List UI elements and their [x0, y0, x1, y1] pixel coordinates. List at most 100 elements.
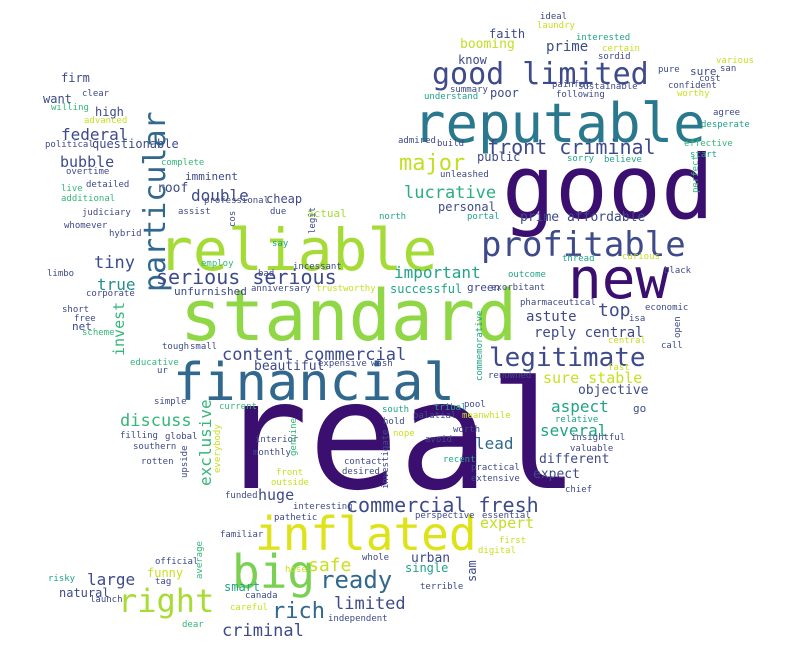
word-prime-affordable: prime affordable: [520, 210, 645, 225]
word-important: important: [394, 263, 481, 282]
word-advanced: advanced: [84, 116, 127, 126]
word-pure: pure: [658, 65, 680, 75]
word-fast: fast: [608, 363, 630, 373]
word-reliable: reliable: [158, 216, 437, 284]
word-ideal: ideal: [540, 12, 567, 22]
word-average: average: [195, 541, 205, 579]
word-urban: urban: [411, 551, 450, 566]
word-assist: assist: [178, 207, 211, 217]
word-palatial: palatial: [413, 411, 456, 421]
word-complete: complete: [161, 158, 204, 168]
word-good: good: [502, 136, 714, 239]
word-know: know: [458, 53, 488, 67]
word-say: say: [272, 239, 289, 249]
word-everybody: everybody: [213, 424, 223, 473]
word-isa: isa: [629, 314, 645, 324]
word-roof: roof: [157, 181, 188, 196]
word-additional: additional: [61, 194, 115, 204]
word-digital: digital: [478, 546, 516, 556]
word-several: several: [540, 421, 607, 440]
word-desperate: desperate: [701, 120, 750, 130]
word-detailed: detailed: [86, 180, 129, 190]
word-live: live: [61, 184, 83, 194]
word-pharmaceutical: pharmaceutical: [520, 298, 596, 308]
word-familiar: familiar: [220, 530, 264, 540]
word-valuable: valuable: [570, 444, 613, 454]
word-exorbitant: exorbitant: [491, 283, 545, 293]
word-content-commercial: content commercial: [222, 345, 406, 365]
word-corporate: corporate: [86, 289, 135, 299]
word-economic: economic: [645, 303, 688, 313]
word-top: top: [598, 300, 631, 321]
word-employ: employ: [201, 259, 234, 269]
word-front: front: [276, 468, 303, 478]
word-imminent: imminent: [185, 170, 238, 183]
word-chief: chief: [565, 485, 592, 495]
word-admired: admired: [398, 136, 436, 146]
word-sordid: sordid: [598, 52, 631, 62]
word-outcome: outcome: [508, 270, 546, 280]
word-trustworthy: trustworthy: [316, 284, 376, 294]
word-interior: interior: [255, 435, 299, 445]
word-new: new: [568, 247, 669, 312]
word-black: black: [664, 266, 692, 276]
word-hose: hose: [285, 565, 307, 575]
word-discuss: discuss: [120, 411, 192, 431]
word-green: green: [467, 281, 500, 294]
word-worth: worth: [453, 425, 480, 435]
word-financial: financial: [173, 353, 455, 413]
word-huge: huge: [258, 486, 294, 504]
word-renowned: renowned: [488, 371, 531, 381]
word-go: go: [633, 402, 646, 415]
word-overtime: overtime: [66, 167, 109, 177]
word-whomever: whomever: [64, 221, 108, 231]
word-recent: recent: [443, 455, 476, 465]
word-rich: rich: [272, 599, 325, 624]
word-first: first: [499, 536, 526, 546]
word-nope: nope: [393, 429, 415, 439]
word-independent: independent: [328, 614, 388, 624]
word-legitimate: legitimate: [489, 343, 646, 373]
word-judiciary: judiciary: [82, 208, 131, 218]
word-short: short: [62, 305, 89, 315]
word-north: north: [379, 212, 406, 222]
word-outside: outside: [271, 478, 309, 488]
word-central: central: [608, 336, 646, 346]
word-expensive: expensive: [318, 359, 367, 369]
word-professional: professional: [204, 196, 269, 206]
word-free: free: [74, 314, 96, 324]
word-due: due: [270, 207, 286, 217]
word-rotten: rotten: [141, 457, 174, 467]
word-reputable: reputable: [413, 92, 706, 155]
word-wash: wash: [371, 359, 393, 369]
word-tag: tag: [155, 577, 171, 587]
word-official: official: [155, 557, 198, 567]
word-start: start: [690, 150, 717, 160]
word-believe: believe: [604, 155, 642, 165]
word-inflated: inflated: [255, 507, 477, 561]
word-double: double: [191, 186, 249, 205]
word-cos: cos: [228, 211, 238, 227]
word-right: right: [118, 582, 214, 620]
word-following: following: [556, 90, 605, 100]
word-personal: personal: [438, 200, 496, 214]
word-objective: objective: [578, 383, 649, 398]
word-scheme: scheme: [82, 328, 115, 338]
word-various: various: [716, 56, 754, 66]
word-laundry: laundry: [537, 21, 576, 31]
word-portal: portal: [467, 212, 500, 222]
word-high: high: [95, 105, 124, 119]
word-perspective: perspective: [415, 511, 475, 521]
word-thread: thread: [562, 254, 595, 264]
word-san: san: [720, 64, 736, 74]
word-limited: limited: [334, 594, 406, 614]
word-global: global: [165, 432, 198, 442]
word-small: small: [190, 342, 217, 352]
word-front-criminal: front criminal: [487, 135, 656, 159]
word-federal: federal: [61, 125, 128, 144]
word-whole: whole: [362, 553, 389, 563]
word-simple: simple: [154, 397, 187, 407]
word-booming: booming: [460, 37, 515, 52]
